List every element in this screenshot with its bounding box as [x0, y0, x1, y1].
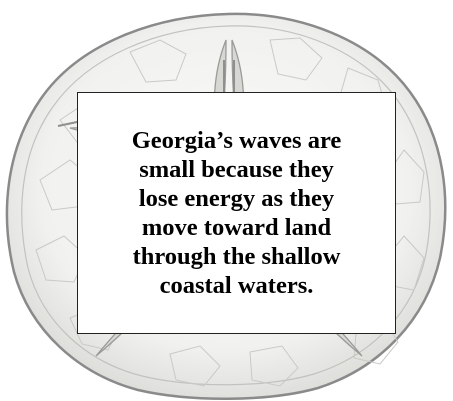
caption-line: Georgia’s waves are [131, 127, 342, 154]
caption-text: Georgia’s waves are small because they l… [132, 126, 342, 300]
caption-box: Georgia’s waves are small because they l… [77, 92, 396, 334]
caption-line: coastal waters. [159, 272, 314, 299]
caption-line: small because they [139, 156, 334, 183]
caption-line: through the shallow [132, 243, 341, 270]
caption-line: lose energy as they [138, 185, 335, 212]
caption-line: move toward land [141, 214, 332, 241]
